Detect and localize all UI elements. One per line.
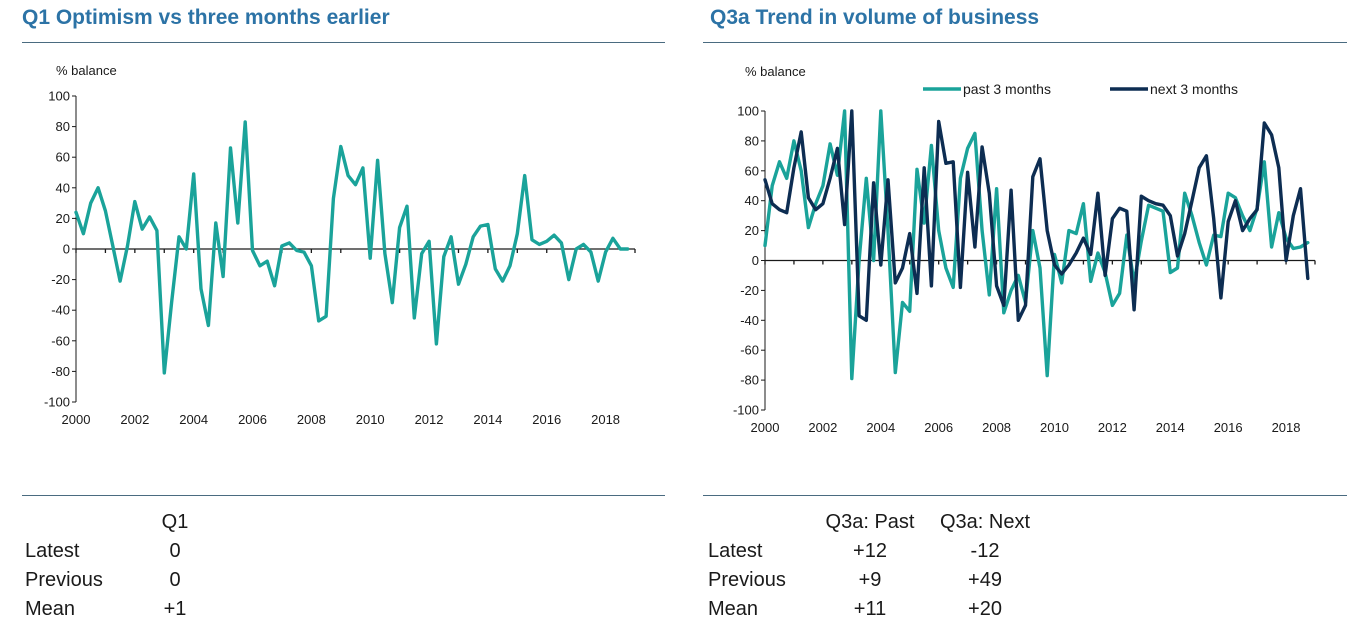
stats-value: +49: [968, 569, 1002, 591]
stats-value: -12: [970, 540, 1000, 562]
left-chart-y-tick-label: -20: [51, 272, 70, 287]
right-stats-header-next: Q3a: Next: [939, 511, 1031, 533]
left-chart-x-tick-label: 2012: [415, 412, 444, 427]
right-chart-y-tick-label: -40: [740, 313, 759, 328]
table-row: Previous +9 +49: [708, 566, 1040, 595]
right-chart-ylabel: % balance: [745, 64, 806, 79]
left-chart-y-tick-label: 0: [63, 242, 70, 257]
right-chart-x-tick-label: 2002: [808, 420, 837, 435]
right-chart-x-tick-label: 2018: [1272, 420, 1301, 435]
stats-value: +12: [853, 540, 887, 562]
right-stats-table: Q3a: Past Q3a: Next Latest +12 -12 Previ…: [708, 508, 1040, 624]
right-title-rule: [703, 42, 1347, 43]
table-row: Latest +12 -12: [708, 537, 1040, 566]
right-chart-legend-label-1: past 3 months: [963, 81, 1051, 97]
left-chart-y-tick-label: -60: [51, 333, 70, 348]
stats-row-label-latest: Latest: [708, 540, 763, 562]
right-chart-y-tick-label: 100: [737, 104, 759, 119]
right-chart-y-tick-label: -20: [740, 283, 759, 298]
left-panel: Q1 Optimism vs three months earlier % ba…: [22, 6, 665, 624]
right-stats-header-past: Q3a: Past: [825, 511, 915, 533]
left-chart-y-tick-label: 40: [56, 180, 70, 195]
left-chart-y-tick-label: -80: [51, 364, 70, 379]
left-stats-header-row: Q1: [25, 508, 213, 537]
left-chart-series-line-1: [74, 120, 630, 375]
stats-value: +11: [853, 598, 887, 620]
stats-value: 0: [169, 569, 181, 591]
right-chart-x-tick-label: 2010: [1040, 420, 1069, 435]
left-chart-y-tick-label: 60: [56, 150, 70, 165]
left-chart-x-tick-label: 2004: [179, 412, 208, 427]
left-chart-y-tick-label: 100: [48, 89, 70, 104]
stats-value: 0: [169, 540, 181, 562]
right-chart-y-tick-label: 20: [745, 223, 759, 238]
right-chart-x-tick-label: 2000: [751, 420, 780, 435]
right-chart-x-tick-label: 2012: [1098, 420, 1127, 435]
left-chart-y-tick-label: 20: [56, 211, 70, 226]
right-chart: % balance -100 -80 -60 -40 -20 0 20 40 60 80 100 200…: [733, 64, 1316, 435]
table-row: Latest 0: [25, 537, 213, 566]
right-chart-x-tick-label: 2014: [1156, 420, 1185, 435]
stats-row-label-previous: Previous: [25, 569, 103, 591]
stats-value: +9: [858, 569, 882, 591]
stats-row-label-mean: Mean: [25, 598, 76, 620]
left-chart-x-tick-label: 2006: [238, 412, 267, 427]
stats-row-label-latest: Latest: [25, 540, 80, 562]
right-chart-y-tick-label: 80: [745, 133, 759, 148]
right-chart-y-tick-label: 60: [745, 163, 759, 178]
right-chart-y-tick-label: -80: [740, 373, 759, 388]
right-chart-y-tick-label: 0: [752, 253, 759, 268]
left-chart-y-tick-label: -100: [44, 395, 70, 410]
left-chart-x-tick-label: 2016: [532, 412, 561, 427]
right-chart-series-line-2: [763, 109, 1310, 322]
stats-value: +1: [163, 598, 187, 620]
left-title-rule: [22, 42, 665, 43]
right-stats-header-row: Q3a: Past Q3a: Next: [708, 508, 1040, 537]
left-chart: % balance -100 -80 -60 -40 -20 0 20 40 60 80 100 200…: [44, 63, 636, 427]
right-chart-series-line-1: [763, 109, 1310, 381]
left-chart-x-tick-label: 2002: [120, 412, 149, 427]
table-row: Mean +1: [25, 595, 213, 624]
left-chart-x-tick-label: 2008: [297, 412, 326, 427]
left-chart-y-tick-label: -40: [51, 303, 70, 318]
right-chart-x-tick-label: 2008: [982, 420, 1011, 435]
right-chart-y-tick-label: 40: [745, 193, 759, 208]
left-chart-title: Q1 Optimism vs three months earlier: [22, 6, 390, 29]
stats-row-label-previous: Previous: [708, 569, 786, 591]
right-chart-x-tick-label: 2006: [924, 420, 953, 435]
right-chart-y-tick-label: -100: [733, 403, 759, 418]
left-chart-x-tick-label: 2018: [591, 412, 620, 427]
table-row: Previous 0: [25, 566, 213, 595]
right-stats-rule: [703, 495, 1347, 496]
right-chart-title: Q3a Trend in volume of business: [710, 6, 1040, 29]
left-chart-x-tick-label: 2010: [356, 412, 385, 427]
left-stats-corner: [25, 508, 137, 537]
right-chart-x-tick-label: 2016: [1214, 420, 1243, 435]
left-chart-x-tick-label: 2014: [473, 412, 502, 427]
right-stats-corner: [708, 508, 810, 537]
left-chart-y-tick-label: 80: [56, 119, 70, 134]
right-chart-y-tick-label: -60: [740, 343, 759, 358]
table-row: Mean +11 +20: [708, 595, 1040, 624]
left-stats-header-q1: Q1: [161, 511, 189, 533]
left-chart-x-tick-label: 2000: [62, 412, 91, 427]
left-chart-ylabel: % balance: [56, 63, 117, 78]
stats-value: +20: [968, 598, 1002, 620]
right-panel: Q3a Trend in volume of business % balanc…: [680, 0, 1357, 638]
left-stats-rule: [22, 495, 665, 496]
right-chart-legend-label-2: next 3 months: [1150, 81, 1238, 97]
left-stats-table: Q1 Latest 0 Previous 0 Mean +1: [25, 508, 213, 624]
right-chart-x-tick-label: 2004: [866, 420, 895, 435]
stats-row-label-mean: Mean: [708, 598, 759, 620]
